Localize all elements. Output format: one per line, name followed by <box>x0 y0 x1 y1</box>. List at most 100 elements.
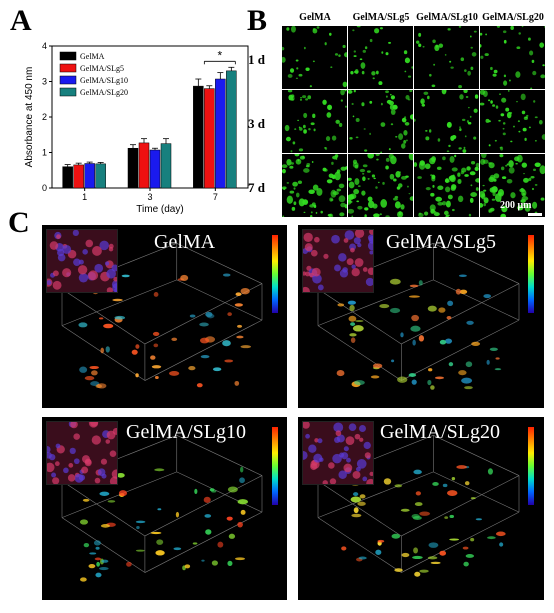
inset-cell <box>342 267 348 273</box>
cell-mark <box>312 113 316 119</box>
cell-mark <box>299 155 306 160</box>
significance-marker: * <box>217 48 222 62</box>
cell-mark <box>409 196 413 201</box>
cell-mark <box>418 212 422 215</box>
cell-mark <box>306 162 311 166</box>
cell-mark <box>430 561 441 565</box>
cell-mark <box>414 502 423 507</box>
cell-mark <box>349 136 353 140</box>
cell-mark <box>488 162 495 169</box>
inset-cell <box>369 471 373 477</box>
micro-image <box>414 90 479 153</box>
cell-mark <box>421 103 426 107</box>
box-edge <box>144 475 263 537</box>
cell-mark <box>212 367 222 372</box>
cell-mark <box>408 295 420 298</box>
cell-mark <box>508 79 511 82</box>
cell-mark <box>414 571 421 577</box>
cell-mark <box>447 490 458 496</box>
cell-mark <box>452 174 455 176</box>
cell-mark <box>407 98 411 101</box>
box-edge <box>176 243 263 284</box>
cell-mark <box>154 375 159 380</box>
cell-mark <box>293 187 296 190</box>
cell-mark <box>116 472 125 478</box>
micro-image <box>348 26 413 89</box>
cell-mark <box>486 359 490 365</box>
inset-cell <box>47 462 55 473</box>
cell-mark <box>403 140 407 144</box>
reconstruction-3d-gelma-slg5: GelMA/SLg5 <box>298 225 544 408</box>
cell-mark <box>377 539 385 543</box>
cell-mark <box>390 109 396 115</box>
cell-mark <box>528 126 531 129</box>
cell-mark <box>305 98 309 101</box>
cell-mark <box>135 373 139 378</box>
cell-mark <box>470 35 472 38</box>
panel-c-title: GelMA/SLg20 <box>380 421 500 443</box>
cell-mark <box>451 477 456 481</box>
cell-mark <box>521 162 528 168</box>
cell-mark <box>516 46 521 50</box>
inset-cell <box>52 270 59 277</box>
cell-mark <box>458 274 467 277</box>
legend-swatch <box>59 75 77 85</box>
cell-mark <box>298 73 303 77</box>
cell-mark <box>464 135 467 138</box>
cell-mark <box>400 332 404 338</box>
cell-mark <box>196 383 203 388</box>
cell-mark <box>419 569 429 573</box>
inset-cell <box>52 280 62 290</box>
legend-swatch <box>59 63 77 73</box>
cell-mark <box>408 154 413 161</box>
inset-image <box>302 421 374 485</box>
cell-mark <box>468 213 472 217</box>
cell-mark <box>156 539 164 545</box>
cell-mark <box>378 81 383 86</box>
cell-mark <box>534 116 538 119</box>
wireframe-box <box>61 243 263 381</box>
inset-cell <box>308 444 317 453</box>
cell-mark <box>464 174 469 177</box>
cell-mark <box>425 130 428 132</box>
bar <box>84 163 95 189</box>
cell-mark <box>308 189 315 195</box>
box-edge <box>317 325 402 381</box>
cell-mark <box>480 203 484 208</box>
scale-bar <box>528 213 542 216</box>
inset-cell <box>305 271 311 277</box>
cell-mark <box>372 77 375 80</box>
cell-mark <box>531 187 535 191</box>
cell-mark <box>534 162 541 168</box>
cell-mark <box>447 194 453 200</box>
inset-cell <box>85 239 94 248</box>
inset-cell <box>62 244 72 254</box>
cell-mark <box>227 486 238 493</box>
cell-mark <box>458 370 467 376</box>
cell-mark <box>418 335 425 342</box>
inset-cell <box>303 422 310 429</box>
reconstruction-3d-gelma-slg10: GelMA/SLg10 <box>42 417 287 600</box>
cell-mark <box>305 67 310 71</box>
cell-mark <box>352 115 355 118</box>
cell-mark <box>506 163 509 166</box>
cell-mark <box>516 154 523 163</box>
inset-cell <box>331 234 340 244</box>
inset-cell <box>329 478 337 484</box>
cell-mark <box>302 95 307 99</box>
bar <box>193 85 204 189</box>
cell-mark <box>79 366 88 373</box>
cell-mark <box>534 184 538 186</box>
inset-cell <box>78 273 89 283</box>
box-edge <box>61 480 146 537</box>
cell-mark <box>408 193 411 195</box>
cell-mark <box>362 176 366 182</box>
x-tick-label: 1 <box>82 192 87 202</box>
cell-mark <box>501 205 508 213</box>
inset-cell <box>81 466 89 474</box>
cell-mark <box>463 561 469 567</box>
cell-mark <box>340 166 347 171</box>
cell-mark <box>398 171 402 173</box>
cell-mark <box>489 174 496 181</box>
cell-mark <box>512 125 516 128</box>
